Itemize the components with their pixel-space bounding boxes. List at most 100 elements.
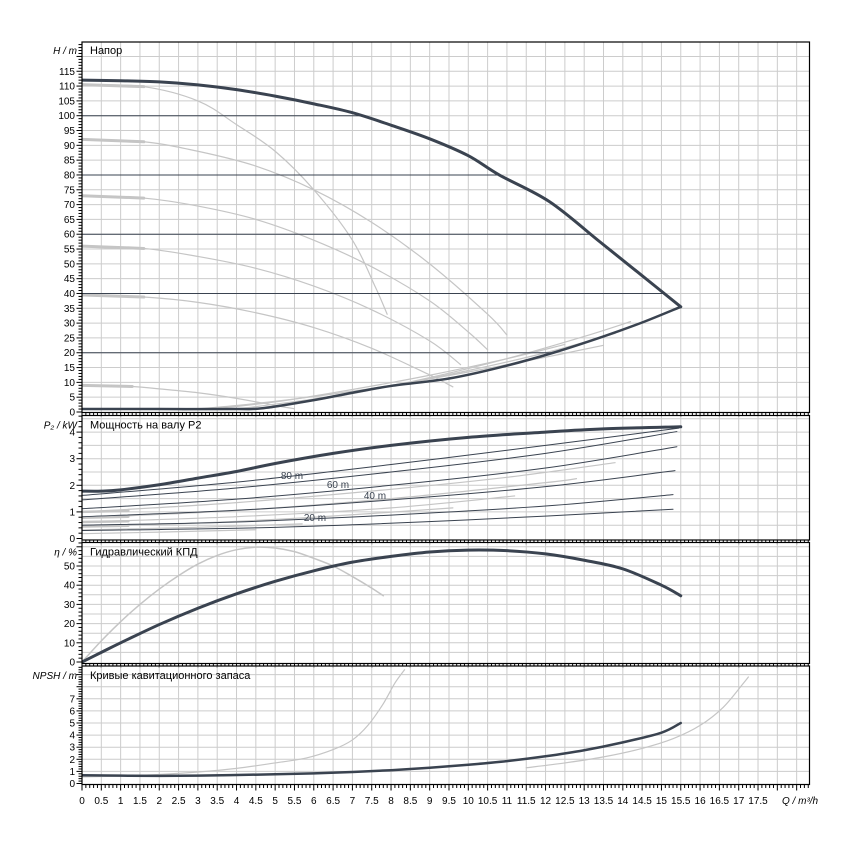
curve-p2-gray-6 [82, 529, 257, 535]
curves [82, 669, 749, 778]
y-tick-label: 1 [69, 507, 75, 518]
y-tick-label: 40 [64, 581, 76, 592]
curve-p2-gray-1 [82, 462, 616, 513]
x-tick-label: 5 [272, 796, 278, 807]
chart-border [81, 41, 811, 414]
y-tick-label: 40 [64, 289, 76, 300]
x-tick-label: 16.5 [710, 796, 730, 807]
x-tick-label: 0.5 [94, 796, 108, 807]
curve-min-flow-3 [235, 332, 616, 410]
x-tick-label: 1.5 [133, 796, 147, 807]
x-tick-label: 11 [502, 796, 513, 807]
y-tick-label: 20 [64, 619, 76, 630]
y-tick-label: 45 [64, 274, 76, 285]
y-tick-label: 55 [64, 245, 76, 256]
y-tick-label: 30 [64, 600, 76, 611]
x-tick-label: 7.5 [365, 796, 379, 807]
x-tick-label: 17 [733, 796, 745, 807]
x-tick-label: 7 [350, 796, 356, 807]
x-tick-label: 16 [695, 796, 707, 807]
y-tick-label: 50 [64, 259, 76, 270]
y-tick-label: 0 [69, 534, 75, 545]
y-tick-label: 50 [64, 562, 76, 573]
p2-60m-curve-label: 60 m [327, 480, 349, 491]
x-tick-label: 1 [118, 796, 124, 807]
y-tick-label: 35 [64, 304, 76, 315]
curve-envelope-min-curve [82, 305, 683, 411]
x-tick-label: 15.5 [671, 796, 691, 807]
x-tick-label: 3.5 [210, 796, 224, 807]
y-tick-label: 85 [64, 156, 76, 167]
rendered-charts: 0510152025303540455055606570758085909510… [58, 41, 811, 807]
x-tick-label: 9.5 [442, 796, 456, 807]
curve-p2-gray-2 [82, 478, 578, 519]
npsh-axis-unit-label: NPSH / m [33, 671, 77, 682]
y-tick-label: 3 [69, 454, 75, 465]
curve-p2-80m [82, 431, 678, 501]
x-tick-label: 12 [540, 796, 552, 807]
x-tick-label: 2.5 [172, 796, 186, 807]
y-tick-label: 70 [64, 200, 76, 211]
curve-p2-low [82, 508, 674, 532]
y-tick-label: 60 [64, 230, 76, 241]
y-tick-label: 5 [69, 719, 75, 730]
power-chart-title: Мощность на валу P2 [90, 420, 202, 432]
curve-p2-60m [82, 446, 678, 510]
y-tick-label: 0 [69, 779, 75, 790]
x-tick-label: 11.5 [517, 796, 536, 807]
static-labels: H / m P₂ / kW η / % NPSH / m Q / m³/h На… [33, 45, 819, 807]
y-tick-label: 10 [64, 638, 76, 649]
x-tick-label: 10 [463, 796, 475, 807]
curve-p2-40m [82, 470, 676, 518]
curve-p2-gray-4 [82, 507, 454, 528]
x-tick-label: 13 [579, 796, 591, 807]
chart-border [81, 414, 811, 541]
y-tick-label: 25 [64, 333, 76, 344]
head-axis-unit-label: H / m [53, 46, 77, 57]
curves [82, 78, 683, 411]
y-tick-label: 5 [69, 393, 75, 404]
x-tick-label: 4 [234, 796, 240, 807]
curve-npsh-dark [82, 721, 683, 778]
npsh-chart-title: Кривые кавитационного запаса [90, 670, 251, 682]
y-tick-label: 110 [59, 82, 75, 93]
curve-family-110 [82, 83, 388, 315]
curve-p2-max-speed [82, 425, 683, 493]
y-tick-label: 3 [69, 743, 75, 754]
curve-family-92 [82, 138, 508, 336]
y-tick-label: 4 [69, 428, 75, 439]
curve-family-56 [82, 245, 462, 366]
y-tick-label: 65 [64, 215, 76, 226]
curves [82, 425, 683, 535]
curve-p2-gray-5 [82, 523, 303, 531]
y-tick-label: 7 [69, 694, 75, 705]
x-tick-label: 8 [388, 796, 394, 807]
curve-family-40 [82, 294, 454, 388]
x-tick-label: 6 [311, 796, 317, 807]
head-chart-title: Напор [90, 45, 122, 57]
p2-40m-curve-label: 40 m [364, 491, 386, 502]
curves [82, 546, 683, 664]
y-tick-label: 90 [64, 141, 76, 152]
y-tick-label: 20 [64, 348, 76, 359]
curve-eff-gray [82, 546, 385, 663]
curve-p2-100m [82, 427, 680, 496]
y-tick-label: 115 [59, 67, 75, 78]
efficiency-chart: 0 10 20 30 40 50 [64, 541, 811, 669]
x-tick-label: 10.5 [478, 796, 498, 807]
x-tick-label: 2 [156, 796, 162, 807]
y-tick-label: 4 [69, 731, 75, 742]
x-tick-label: 0 [79, 796, 85, 807]
y-tick-label: 100 [58, 111, 75, 122]
p2-80m-curve-label: 80 m [281, 471, 303, 482]
y-tick-label: 2 [69, 755, 75, 766]
power-axis-unit-label: P₂ / kW [44, 421, 79, 432]
curve-p2-20m [82, 494, 674, 526]
y-tick-label: 105 [58, 96, 75, 107]
y-tick-label: 1 [69, 767, 75, 778]
x-tick-label: 8.5 [403, 796, 417, 807]
y-tick-label: 2 [69, 481, 75, 492]
